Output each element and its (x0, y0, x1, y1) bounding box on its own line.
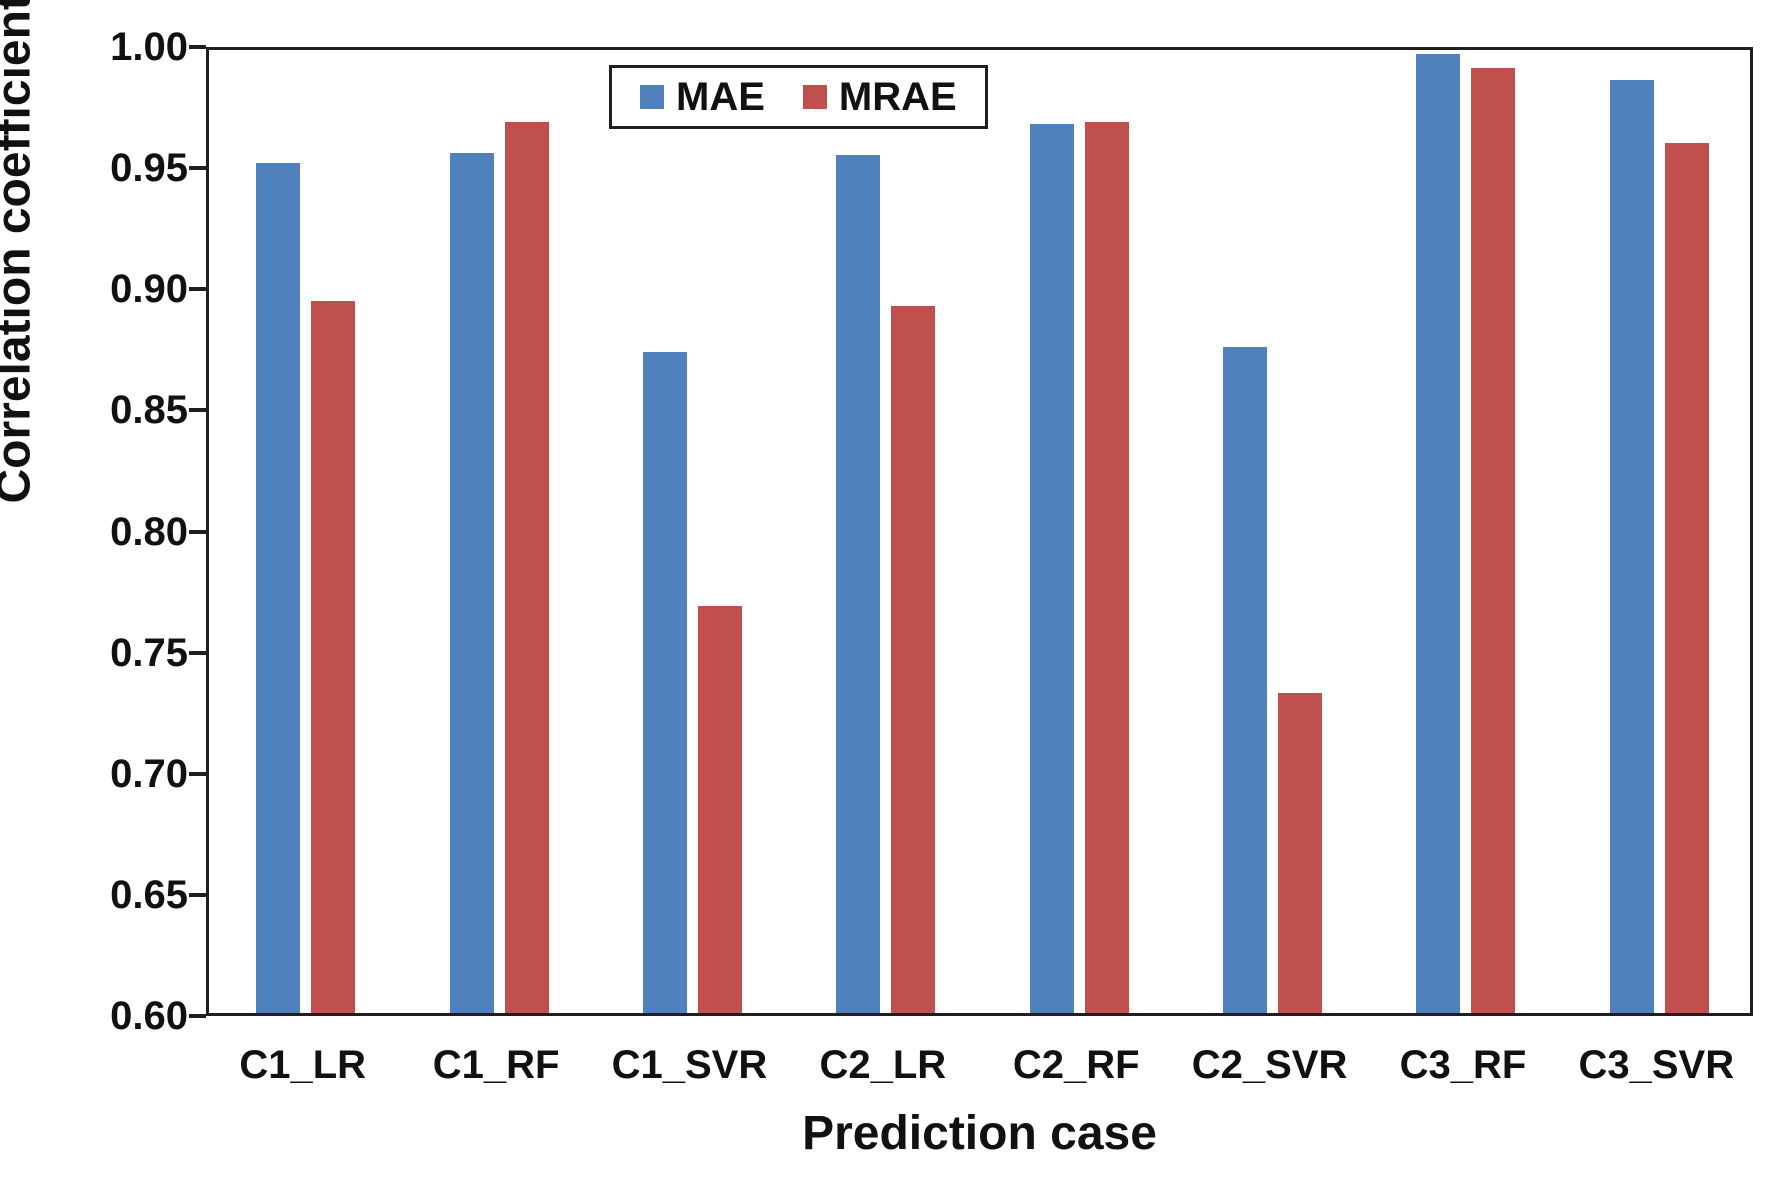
bar-mae-c3_svr (1609, 80, 1654, 1013)
bar-mrae-c2_lr (891, 305, 936, 1013)
y-tick-mark (189, 892, 206, 897)
y-tick-mark (189, 45, 206, 49)
y-axis-title: Correlation coefficient (0, 0, 41, 504)
legend-swatch-icon (802, 85, 827, 109)
y-tick-label: 0.65 (110, 872, 188, 917)
plot-area: MAE MRAE (206, 47, 1753, 1016)
x-tick-label-c1_svr: C1_SVR (611, 1043, 768, 1087)
y-tick-label: 0.95 (110, 146, 188, 191)
x-tick-label-c3_svr: C3_SVR (1578, 1043, 1735, 1087)
y-tick-mark (189, 1014, 206, 1018)
legend-label: MRAE (838, 75, 957, 119)
y-tick-mark (189, 771, 206, 776)
legend-swatch-icon (640, 85, 664, 109)
bar-mae-c3_rf (1416, 53, 1461, 1013)
bar-mae-c1_svr (642, 351, 687, 1013)
bar-mae-c1_lr (256, 162, 301, 1013)
y-tick-label: 0.85 (110, 388, 188, 433)
y-tick-mark (189, 287, 206, 292)
y-tick-mark (189, 529, 206, 534)
x-tick-label-c2_svr: C2_SVR (1191, 1043, 1348, 1087)
legend-label: MAE (676, 75, 765, 119)
y-tick-label: 0.80 (110, 509, 188, 554)
x-tick-label-c3_rf: C3_RF (1399, 1043, 1527, 1087)
bar-mae-c2_lr (836, 155, 881, 1013)
y-tick-label: 1.00 (110, 25, 188, 69)
bar-mae-c2_svr (1223, 346, 1268, 1013)
bar-mrae-c3_rf (1471, 68, 1516, 1013)
legend-item-mae: MAE (640, 77, 765, 117)
bar-mrae-c1_svr (697, 606, 742, 1013)
y-tick-label: 0.70 (110, 751, 188, 796)
y-tick-label: 0.75 (110, 630, 188, 675)
bar-mrae-c1_lr (311, 300, 356, 1013)
y-tick-mark (189, 408, 206, 413)
bar-mrae-c2_rf (1084, 121, 1129, 1013)
y-tick-mark (189, 166, 206, 171)
bar-mrae-c3_svr (1664, 143, 1709, 1013)
bar-mrae-c2_svr (1278, 693, 1323, 1013)
legend-item-mrae: MRAE (802, 75, 957, 119)
y-tick-mark (189, 650, 206, 655)
bar-mae-c2_rf (1029, 123, 1074, 1013)
x-tick-label-c1_rf: C1_RF (432, 1043, 560, 1087)
y-tick-label: 0.60 (110, 994, 188, 1038)
legend: MAE MRAE (609, 65, 988, 129)
x-tick-label-c1_lr: C1_LR (239, 1043, 367, 1087)
x-axis-title: Prediction case (802, 1107, 1157, 1160)
bar-mae-c1_rf (449, 153, 494, 1013)
y-tick-label: 0.90 (110, 267, 188, 312)
bar-mrae-c1_rf (504, 121, 549, 1013)
x-tick-label-c2_lr: C2_LR (819, 1043, 947, 1087)
x-tick-label-c2_rf: C2_RF (1012, 1043, 1140, 1087)
